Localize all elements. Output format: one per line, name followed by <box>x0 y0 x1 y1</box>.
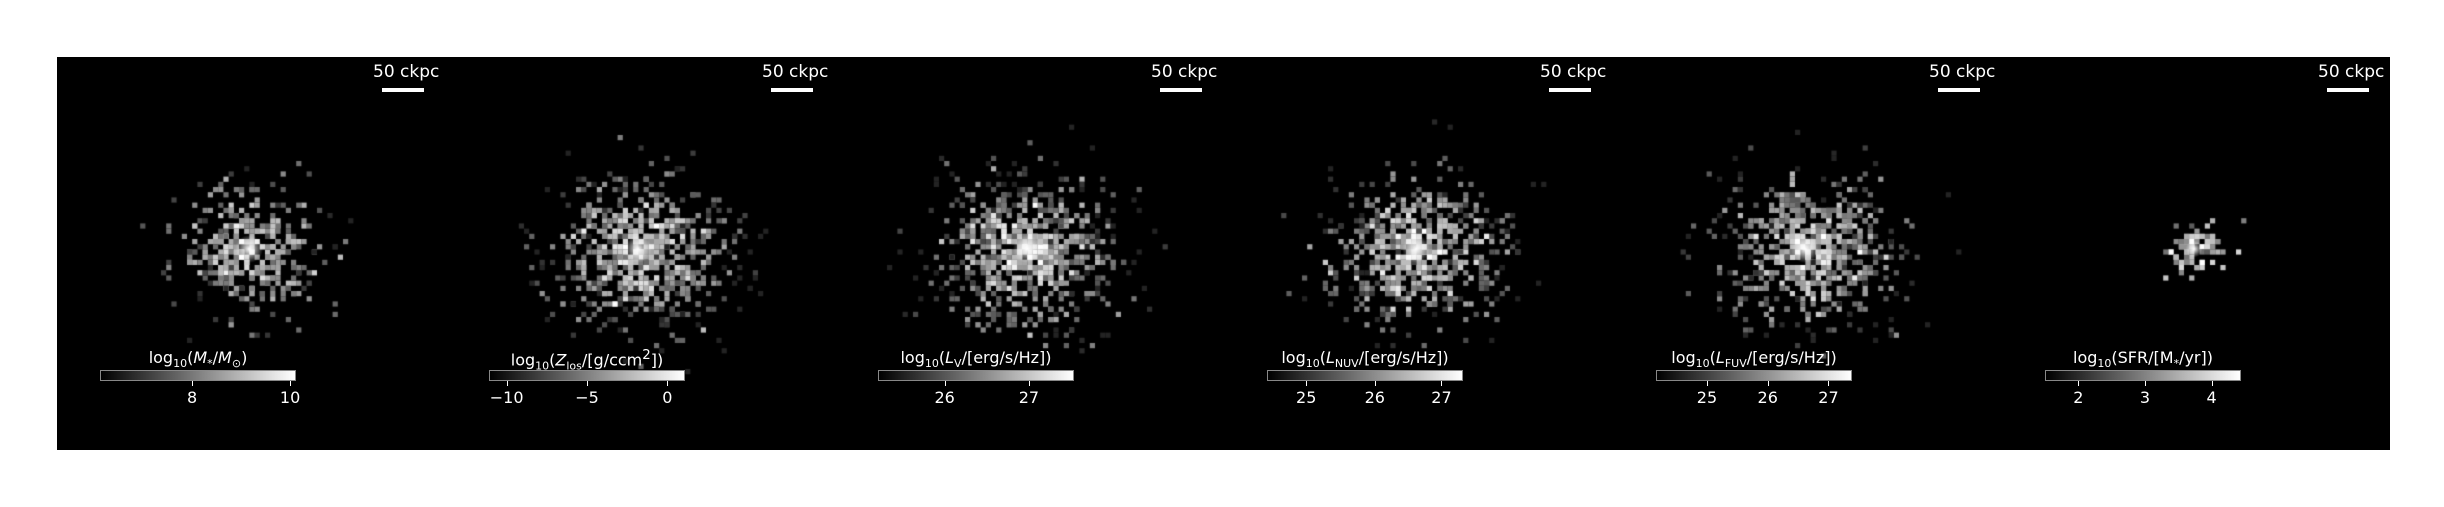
panel-luminosity-v: 50 ckpc log10(LV/[erg/s/Hz]) 26 27 <box>835 57 1223 450</box>
scale-bar-label: 50 ckpc <box>1929 62 1996 82</box>
colorbar-tick <box>944 381 946 386</box>
colorbar-tick <box>1306 381 1308 386</box>
scale-bar-line <box>1938 88 1980 92</box>
colorbar-tick-label: −5 <box>575 388 599 407</box>
colorbar-tick <box>587 381 588 386</box>
colorbar-label: log10(SFR/[M*/yr]) <box>2073 348 2213 371</box>
scale-bar-line <box>382 88 424 92</box>
scale-bar: 50 ckpc <box>1151 62 1218 92</box>
colorbar-tick <box>1441 381 1443 386</box>
colorbar-tick-label: 27 <box>1018 388 1040 407</box>
colorbar-tick-label: 27 <box>1818 388 1839 407</box>
colorbar-tick-label: −10 <box>489 388 524 407</box>
colorbar-tick <box>1767 381 1769 386</box>
colorbar-gradient <box>2045 370 2241 381</box>
panel-stellar-mass: 50 ckpc log10(M*/M⊙) 8 10 <box>57 57 445 450</box>
scale-bar: 50 ckpc <box>373 62 440 92</box>
scale-bar-label: 50 ckpc <box>762 62 829 82</box>
colorbar-gradient <box>100 370 296 381</box>
colorbar-tick <box>2078 381 2080 386</box>
scale-bar-line <box>1549 88 1591 92</box>
scale-bar-line <box>1160 88 1202 92</box>
colorbar-tick-label: 4 <box>2206 388 2217 407</box>
colorbar-tick-label: 10 <box>279 388 301 407</box>
pixel-map-stellar-mass <box>57 57 445 450</box>
scale-bar-label: 50 ckpc <box>2318 62 2385 82</box>
scale-bar: 50 ckpc <box>762 62 829 92</box>
pixel-map-metallicity <box>446 57 834 450</box>
colorbar-tick <box>667 381 669 386</box>
colorbar-label: log10(LFUV/[erg/s/Hz]) <box>1671 348 1837 371</box>
pixel-map-luminosity-fuv <box>1613 57 2001 450</box>
colorbar-tick-label: 27 <box>1431 388 1452 407</box>
colorbar-tick <box>290 381 292 386</box>
colorbar-label: log10(LV/[erg/s/Hz]) <box>900 348 1052 371</box>
colorbar-gradient <box>489 370 685 381</box>
colorbar-tick <box>1028 381 1030 386</box>
colorbar-tick <box>192 381 194 386</box>
colorbar-tick-label: 26 <box>934 388 955 407</box>
panel-metallicity: 50 ckpc log10(Zlos/[g/ccm2]) −10 −5 0 <box>446 57 834 450</box>
pixel-map-luminosity-nuv <box>1224 57 1612 450</box>
colorbar-gradient <box>1267 370 1463 381</box>
panel-luminosity-fuv: 50 ckpc log10(LFUV/[erg/s/Hz]) 25 26 27 <box>1613 57 2001 450</box>
scale-bar: 50 ckpc <box>2318 62 2385 92</box>
scale-bar: 50 ckpc <box>1540 62 1607 92</box>
scale-bar-line <box>771 88 813 92</box>
colorbar-label: log10(Zlos/[g/ccm2]) <box>510 348 664 373</box>
colorbar-tick <box>506 381 508 386</box>
colorbar-tick <box>1374 381 1376 386</box>
scale-bar-label: 50 ckpc <box>1540 62 1607 82</box>
colorbar-tick-label: 3 <box>2139 388 2151 407</box>
colorbar-tick-label: 26 <box>1757 388 1778 407</box>
scale-bar: 50 ckpc <box>1929 62 1996 92</box>
colorbar-label: log10(LNUV/[erg/s/Hz]) <box>1281 348 1449 371</box>
scale-bar-label: 50 ckpc <box>1151 62 1218 82</box>
colorbar-tick-label: 25 <box>1296 388 1317 407</box>
colorbar-tick-label: 0 <box>662 388 673 407</box>
colorbar-tick <box>1828 381 1830 386</box>
colorbar-gradient <box>878 370 1074 381</box>
scale-bar-line <box>2327 88 2369 92</box>
colorbar-tick-label: 2 <box>2073 388 2084 407</box>
pixel-map-sfr <box>2002 57 2390 450</box>
colorbar-tick-label: 25 <box>1696 388 1718 407</box>
panel-sfr: 50 ckpc log10(SFR/[M*/yr]) 2 3 4 <box>2002 57 2390 450</box>
colorbar-label: log10(M*/M⊙) <box>148 348 248 371</box>
panel-luminosity-nuv: 50 ckpc log10(LNUV/[erg/s/Hz]) 25 26 27 <box>1224 57 1612 450</box>
colorbar-tick-label: 8 <box>187 388 198 407</box>
image-strip: 50 ckpc log10(M*/M⊙) 8 10 50 ckpc log10(Zlos/… <box>57 57 2390 450</box>
colorbar-tick-label: 26 <box>1364 388 1385 407</box>
colorbar-tick <box>2211 381 2213 386</box>
colorbar-tick <box>1706 381 1708 386</box>
colorbar-gradient <box>1656 370 1852 381</box>
scale-bar-label: 50 ckpc <box>373 62 440 82</box>
colorbar-tick <box>2144 381 2146 386</box>
